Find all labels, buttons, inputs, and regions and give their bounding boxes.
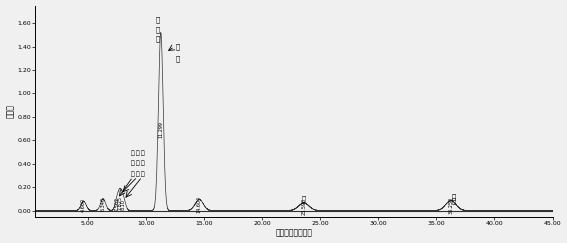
Text: 11.299: 11.299: [158, 121, 163, 138]
Text: 23.598: 23.598: [301, 198, 306, 215]
Y-axis label: 吸光度: 吸光度: [6, 104, 15, 118]
Text: 7.562: 7.562: [115, 198, 120, 211]
Text: 8.10: 8.10: [121, 200, 126, 210]
Text: 邻: 邻: [131, 150, 135, 156]
Text: 苯: 苯: [452, 197, 456, 204]
Text: 酚: 酚: [131, 171, 135, 177]
Text: 14.604: 14.604: [197, 196, 202, 213]
Text: 7.825: 7.825: [118, 196, 123, 210]
Text: 苯: 苯: [141, 161, 144, 166]
Text: 酚: 酚: [141, 171, 144, 177]
Text: 36.250: 36.250: [448, 196, 454, 214]
Text: 对: 对: [141, 150, 144, 156]
Text: 酚: 酚: [136, 171, 139, 177]
Text: 峰: 峰: [155, 35, 159, 42]
Text: 尺: 尺: [155, 26, 159, 33]
Text: 6.340: 6.340: [101, 197, 105, 211]
Text: 苯: 苯: [136, 161, 139, 166]
Text: 配: 配: [176, 55, 180, 61]
Text: 甲: 甲: [452, 193, 456, 200]
Text: 苯: 苯: [131, 161, 135, 166]
X-axis label: 保留时间（分钟）: 保留时间（分钟）: [276, 228, 312, 237]
Text: 苯: 苯: [176, 43, 180, 50]
Text: 4.660: 4.660: [81, 198, 86, 212]
Text: 对: 对: [136, 150, 139, 156]
Text: 苯: 苯: [302, 195, 306, 202]
Text: 苯: 苯: [155, 17, 159, 23]
